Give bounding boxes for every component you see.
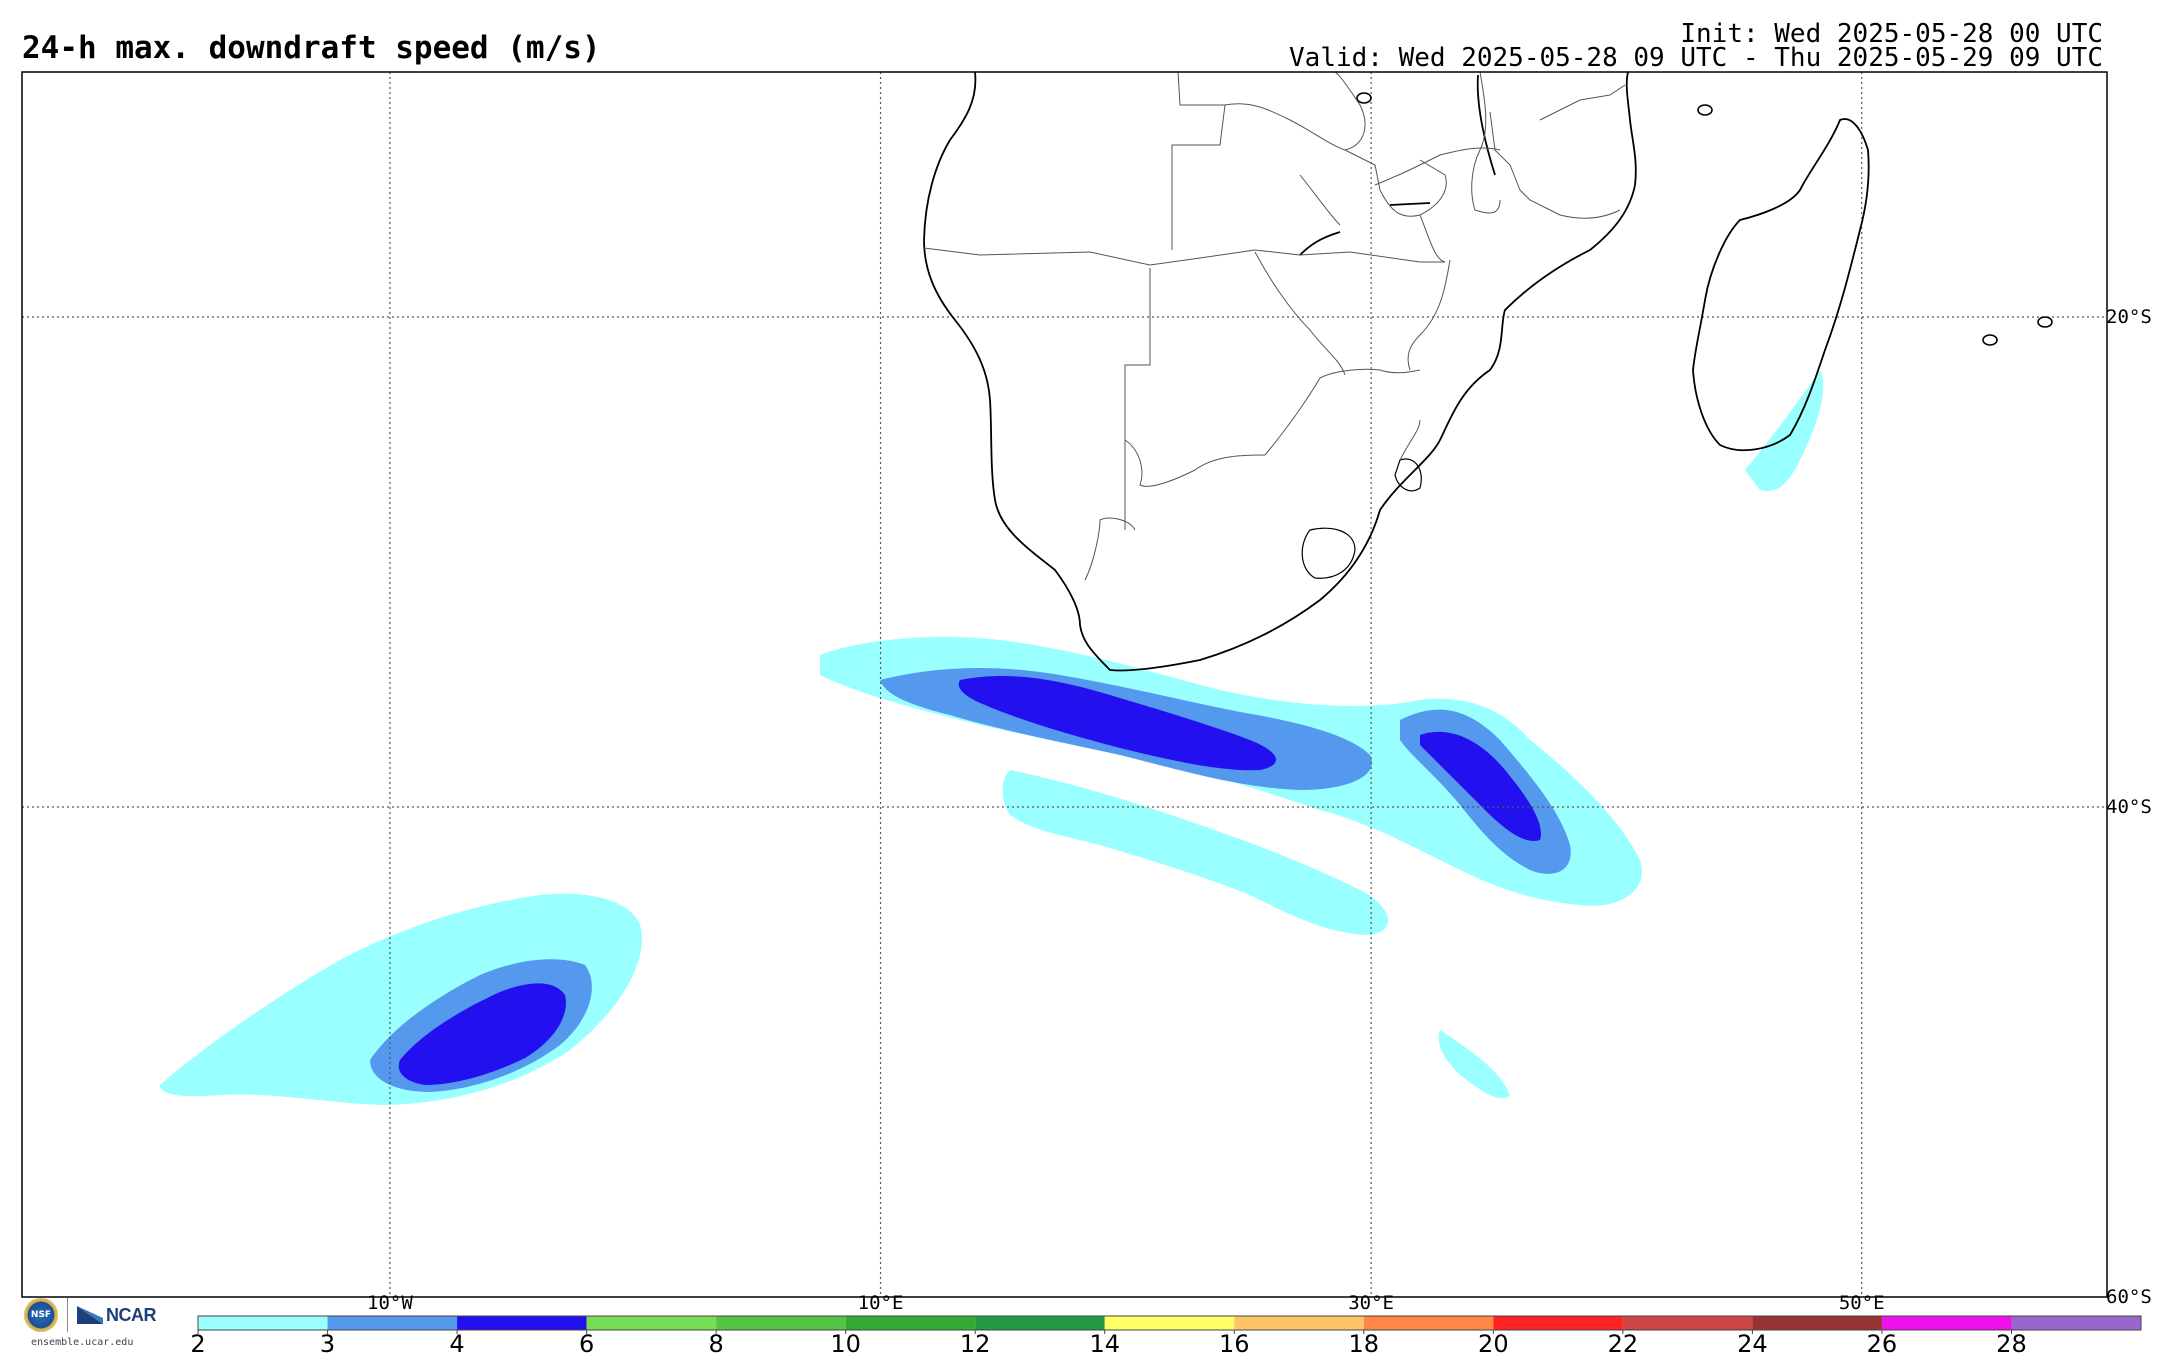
ncar-logo-text: NCAR — [106, 1304, 157, 1325]
coastlines — [923, 71, 2053, 672]
colorbar-swatch — [975, 1316, 1105, 1330]
logo-divider — [67, 1298, 68, 1332]
island-outline — [1697, 104, 1713, 116]
field-4-6 — [398, 675, 1541, 1085]
field-atlantic-dark — [398, 983, 566, 1085]
latitude-label: 20°S — [2106, 306, 2152, 328]
colorbar-tick-label: 4 — [449, 1330, 465, 1358]
colorbar-tick-label: 16 — [1218, 1330, 1250, 1358]
valid-time: Valid: Wed 2025-05-28 09 UTC - Thu 2025-… — [1289, 43, 2103, 73]
border-line — [1374, 147, 1501, 186]
map-frame — [21, 71, 2108, 1298]
border-line — [1224, 71, 1366, 151]
border-line — [1407, 259, 1451, 371]
latitude-label: 60°S — [2106, 1286, 2152, 1308]
field-madagascar-east — [1745, 370, 1824, 491]
colorbar-tick-label: 18 — [1348, 1330, 1380, 1358]
colorbar-swatch — [327, 1316, 458, 1330]
lake-tanganyika — [1389, 202, 1431, 206]
longitude-label: 30°E — [1348, 1292, 1394, 1314]
longitude-label: 10°W — [367, 1292, 413, 1314]
colorbar — [197, 1315, 2142, 1334]
field-east-dark — [1420, 731, 1541, 841]
colorbar-tick-label: 8 — [708, 1330, 724, 1358]
colorbar-tick-label: 24 — [1737, 1330, 1768, 1358]
border-line — [1489, 111, 1621, 219]
downdraft-field — [160, 370, 1824, 1105]
colorbar-tick-label: 10 — [830, 1330, 861, 1358]
country-borders — [923, 71, 1626, 581]
border-line — [1171, 71, 1226, 251]
border-line — [1419, 214, 1446, 263]
colorbar-swatch — [1752, 1316, 1882, 1330]
border-line — [1399, 419, 1421, 461]
colorbar-swatch — [2011, 1316, 2141, 1330]
colorbar-swatch — [1234, 1316, 1364, 1330]
border-line — [1539, 84, 1626, 121]
colorbar-tick-label: 14 — [1089, 1330, 1120, 1358]
colorbar-swatch — [845, 1316, 976, 1330]
swaziland-border — [1394, 458, 1422, 492]
colorbar-tick-label: 2 — [190, 1330, 206, 1358]
border-line — [1084, 517, 1136, 581]
colorbar-swatch — [1622, 1316, 1753, 1330]
colorbar-tick-label: 20 — [1478, 1330, 1509, 1358]
ncar-logo-icon — [77, 1306, 103, 1324]
colorbar-swatch — [1493, 1316, 1623, 1330]
colorbar-tick-label: 3 — [319, 1330, 336, 1358]
border-line — [1124, 439, 1266, 487]
border-line — [1344, 149, 1447, 217]
colorbar-frame — [197, 1315, 2142, 1331]
longitude-label: 10°E — [857, 1292, 904, 1314]
border-line — [1124, 268, 1151, 530]
lake-malawi — [1476, 74, 1496, 176]
border-line — [1299, 174, 1341, 226]
border-line — [1264, 368, 1421, 456]
colorbar-tick-label: 12 — [959, 1330, 991, 1358]
lesotho-border — [1301, 527, 1356, 579]
colorbar-swatch — [1363, 1316, 1494, 1330]
island-outline — [1356, 92, 1372, 104]
island-outline — [1982, 334, 1998, 346]
colorbar-swatch — [716, 1316, 846, 1330]
field-south-scatter — [1002, 770, 1389, 935]
border-line — [923, 247, 1445, 266]
madagascar-coastline — [1692, 118, 1870, 452]
lake-kariba — [1299, 231, 1341, 256]
graticule — [22, 72, 2107, 1297]
init-time: Init: Wed 2025-05-28 00 UTC — [1680, 19, 2103, 49]
map-title: 24-h max. downdraft speed (m/s) — [22, 30, 601, 66]
island-outline — [2037, 316, 2053, 328]
colorbar-swatch — [1881, 1316, 2012, 1330]
colorbar-tick-label: 22 — [1607, 1330, 1639, 1358]
nsf-logo-icon: NSF — [24, 1298, 58, 1332]
colorbar-tick-label: 26 — [1866, 1330, 1898, 1358]
field-2-3 — [160, 370, 1824, 1105]
colorbar-tick-label: 6 — [578, 1330, 595, 1358]
field-africa-south-dark — [958, 675, 1277, 771]
border-line — [1254, 251, 1346, 376]
africa-coastline — [923, 71, 1637, 672]
colorbar-swatch — [198, 1316, 328, 1330]
colorbar-swatch — [457, 1316, 587, 1330]
site-url: ensemble.ucar.edu — [31, 1337, 134, 1348]
logo: NSF NCAR — [24, 1297, 157, 1333]
latitude-label: 40°S — [2106, 796, 2152, 818]
colorbar-swatch — [1104, 1316, 1235, 1330]
border-line — [1471, 71, 1501, 214]
field-far-south — [1438, 1030, 1510, 1099]
colorbar-swatch — [586, 1316, 717, 1330]
colorbar-tick-label: 28 — [1996, 1330, 2027, 1358]
longitude-label: 50°E — [1838, 1292, 1885, 1314]
